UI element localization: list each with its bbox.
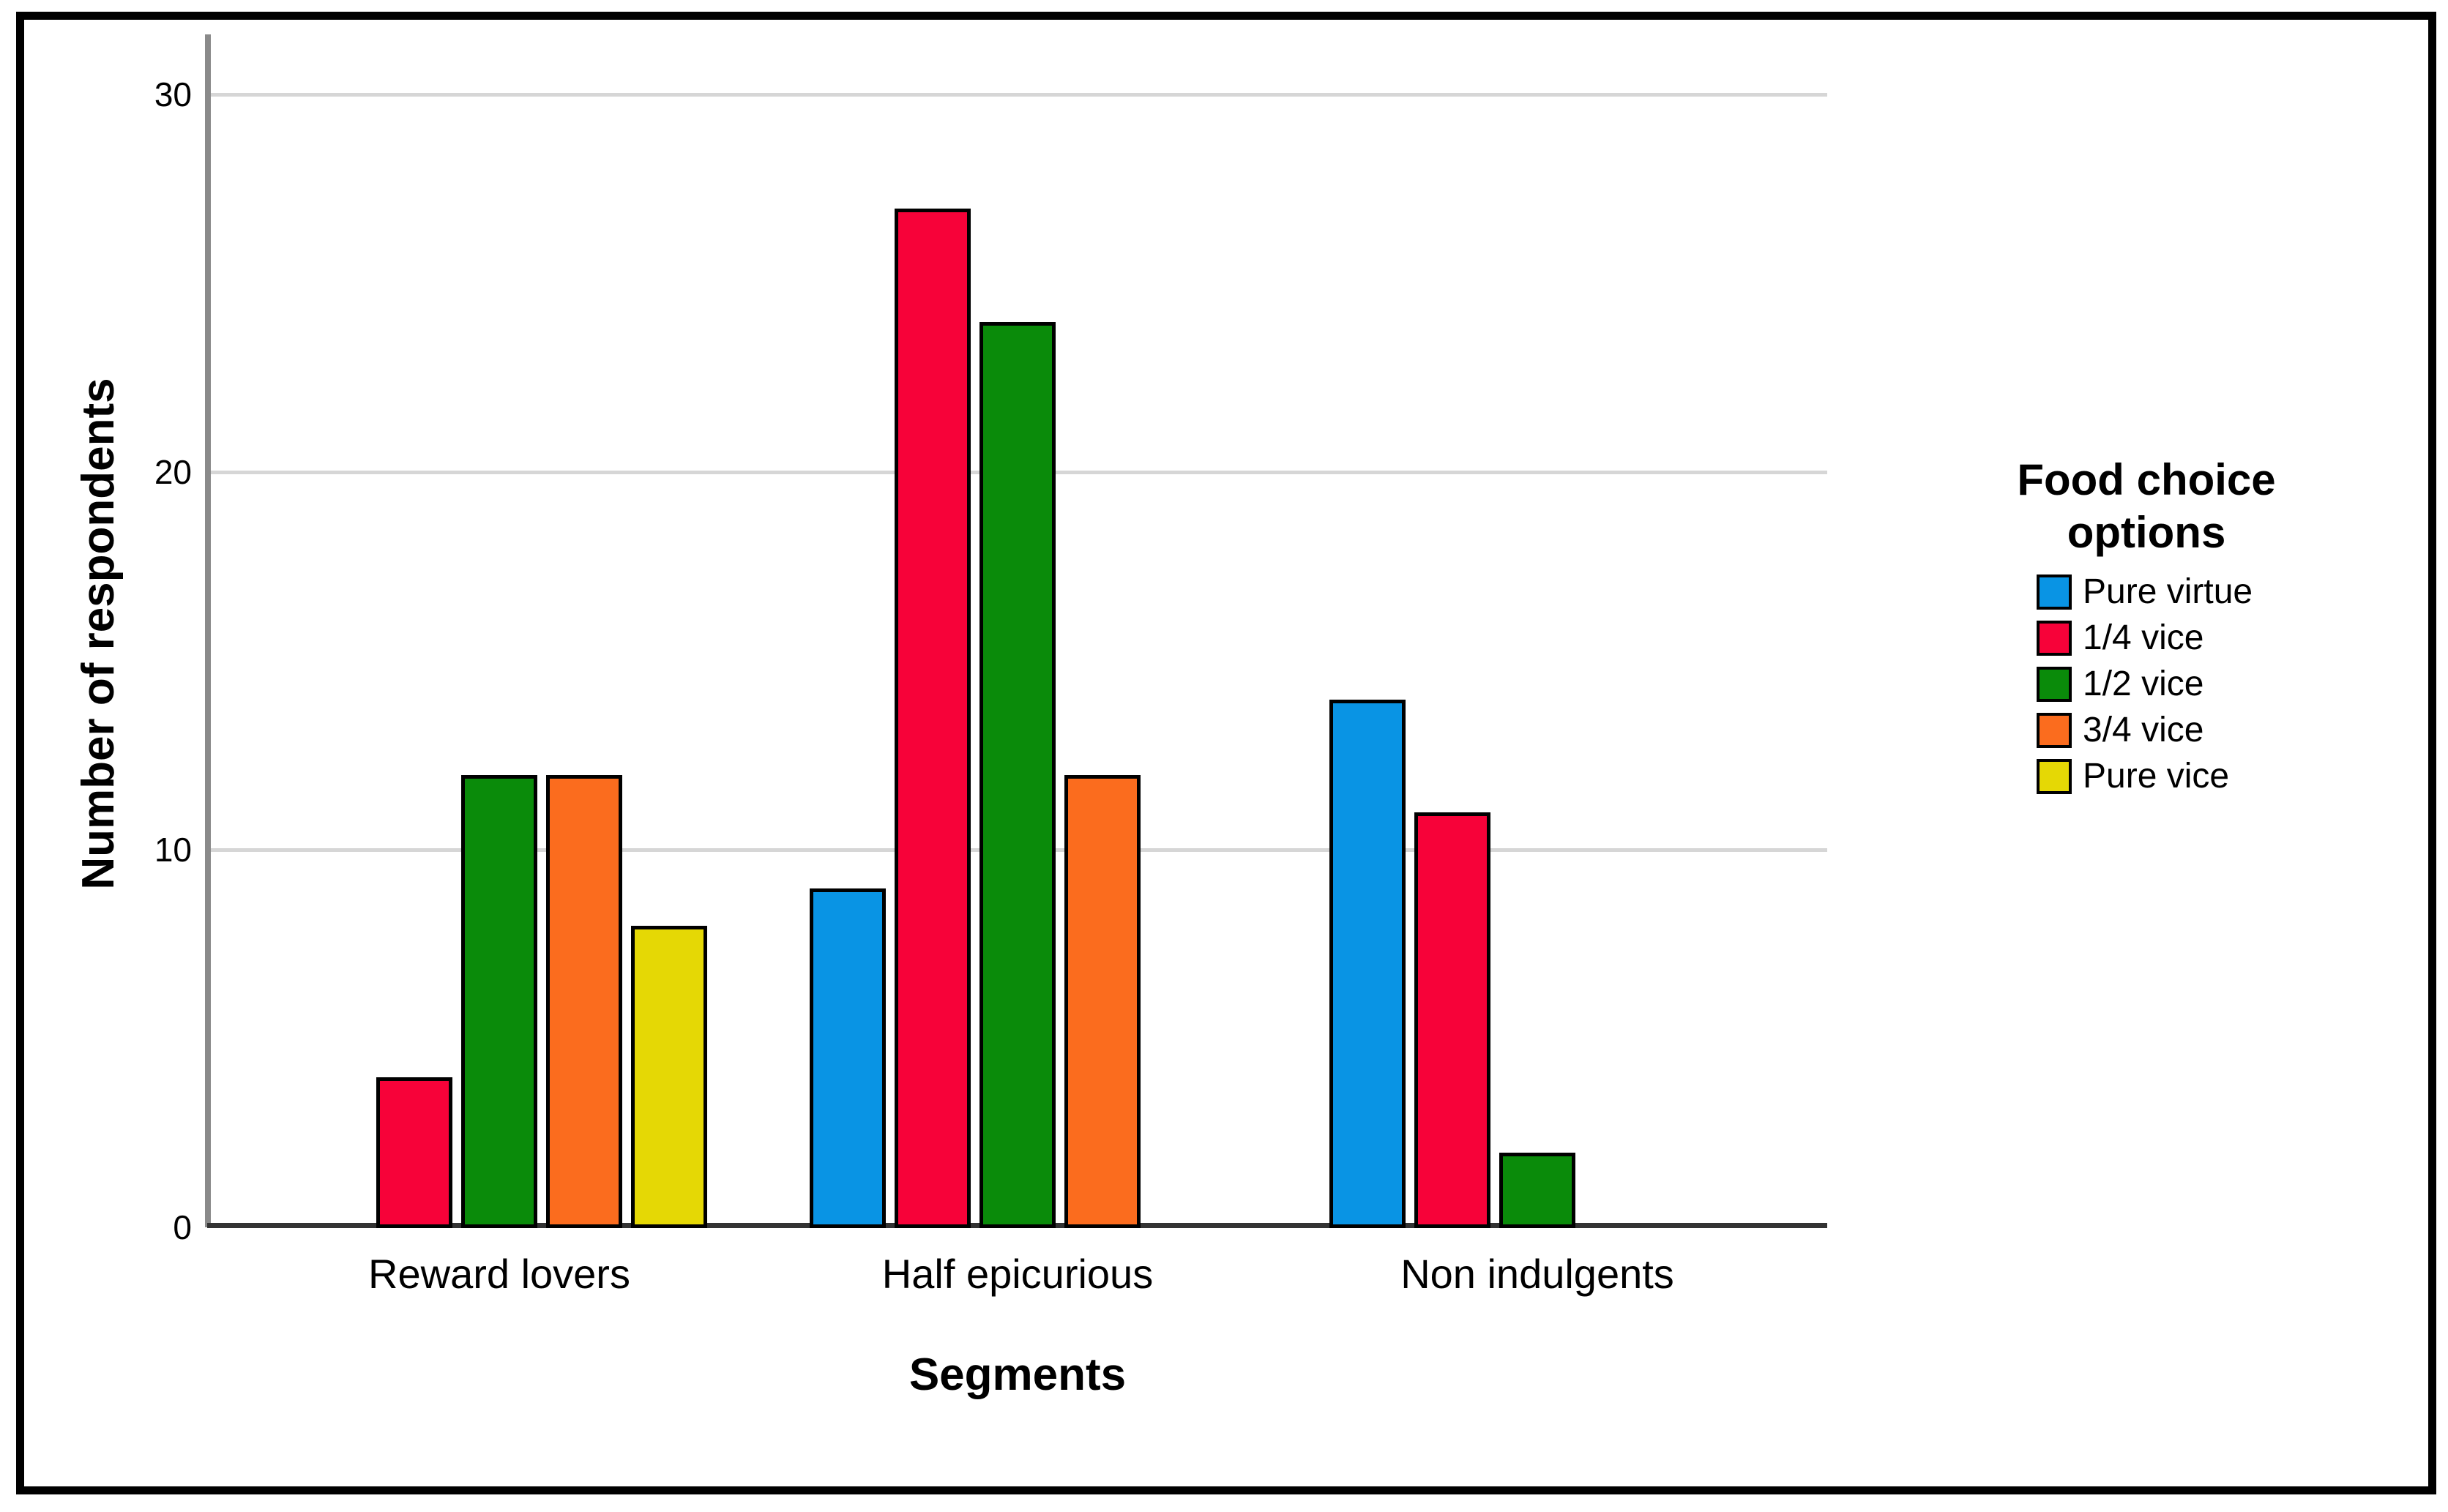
legend-swatch-1-4-vice <box>2037 621 2072 656</box>
x-tick-label-half-epicurious: Half epicurious <box>881 1251 1154 1297</box>
gridline-30 <box>207 93 1827 97</box>
bar-3-4-vice-reward-lovers <box>546 775 622 1228</box>
legend: Food choice options Pure virtue 1/4 vice 1… <box>1971 454 2322 849</box>
bar-1-4-vice-non-indulgents <box>1414 812 1490 1228</box>
x-tick-label-reward-lovers: Reward lovers <box>368 1251 630 1297</box>
legend-label: 3/4 vice <box>2083 711 2204 749</box>
bar-1-2-vice-half-epicurious <box>979 322 1056 1228</box>
y-tick-label-20: 20 <box>154 453 192 491</box>
legend-item-1-2-vice: 1/2 vice <box>2037 665 2204 703</box>
bar-pure-vice-reward-lovers <box>631 926 707 1228</box>
legend-label: 1/2 vice <box>2083 665 2204 703</box>
bar-1-4-vice-half-epicurious <box>895 209 971 1228</box>
legend-item-1-4-vice: 1/4 vice <box>2037 618 2204 657</box>
bar-pure-virtue-non-indulgents <box>1329 700 1406 1228</box>
legend-swatch-pure-vice <box>2037 759 2072 794</box>
bar-1-2-vice-non-indulgents <box>1499 1153 1575 1228</box>
y-tick-label-0: 0 <box>173 1208 192 1246</box>
legend-swatch-pure-virtue <box>2037 575 2072 610</box>
bar-1-4-vice-reward-lovers <box>376 1077 452 1228</box>
legend-swatch-1-2-vice <box>2037 667 2072 702</box>
bar-3-4-vice-half-epicurious <box>1064 775 1141 1228</box>
figure-frame <box>16 12 2436 1494</box>
legend-label: Pure virtue <box>2083 572 2253 611</box>
legend-swatch-3-4-vice <box>2037 713 2072 748</box>
bar-1-2-vice-reward-lovers <box>461 775 537 1228</box>
legend-item-pure-virtue: Pure virtue <box>2037 572 2253 611</box>
y-axis-line <box>205 34 211 1227</box>
legend-label: 1/4 vice <box>2083 618 2204 657</box>
x-tick-label-non-indulgents: Non indulgents <box>1400 1251 1674 1297</box>
x-axis-title: Segments <box>908 1350 1127 1400</box>
legend-label: Pure vice <box>2083 757 2230 796</box>
y-tick-label-30: 30 <box>154 75 192 113</box>
legend-item-3-4-vice: 3/4 vice <box>2037 711 2204 749</box>
bar-pure-virtue-half-epicurious <box>810 888 886 1228</box>
legend-item-pure-vice: Pure vice <box>2037 757 2230 796</box>
y-tick-label-10: 10 <box>154 831 192 869</box>
legend-title: Food choice options <box>2017 455 2276 557</box>
